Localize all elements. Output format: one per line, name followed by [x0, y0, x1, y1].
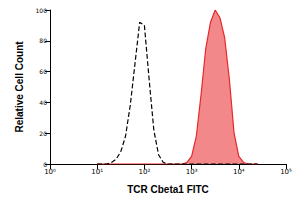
svg-text:10⁰: 10⁰	[44, 168, 56, 176]
svg-text:10¹: 10¹	[91, 168, 103, 176]
svg-text:40: 40	[39, 99, 47, 106]
svg-text:100: 100	[36, 7, 48, 14]
svg-text:20: 20	[39, 130, 47, 137]
svg-text:10³: 10³	[186, 168, 198, 176]
svg-text:Relative Cell Count: Relative Cell Count	[14, 41, 25, 133]
svg-text:10⁴: 10⁴	[233, 168, 245, 176]
svg-text:80: 80	[39, 37, 47, 44]
svg-text:10⁵: 10⁵	[280, 168, 292, 176]
svg-text:10²: 10²	[139, 168, 151, 176]
svg-text:60: 60	[39, 68, 47, 75]
svg-text:0: 0	[43, 161, 47, 168]
svg-text:TCR Cbeta1 FITC: TCR Cbeta1 FITC	[127, 184, 209, 195]
